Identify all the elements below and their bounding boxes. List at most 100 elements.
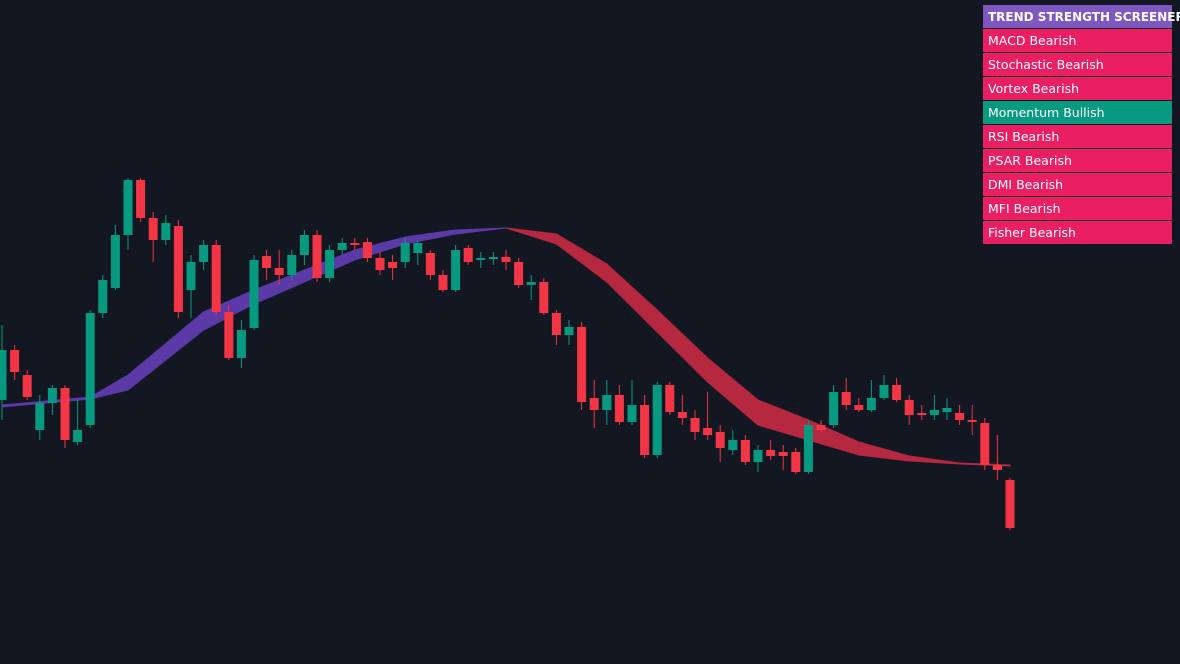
candle-body [274,268,284,275]
candle-body [577,327,587,402]
candle-body [703,428,713,435]
candle-body [677,412,687,418]
screener-row: PSAR Bearish [983,149,1172,173]
ribbon-segment [908,455,961,465]
candle-body [728,440,738,450]
candle-body [10,350,20,372]
screener-row: DMI Bearish [983,173,1172,197]
screener-row: RSI Bearish [983,125,1172,149]
ribbon-segment [757,399,809,441]
ribbon-segment [505,227,557,245]
candle-body [451,250,461,290]
candle-body [501,257,511,262]
candle-body [854,405,864,410]
candle-body [199,245,209,262]
candle-body [224,312,234,358]
candle-body [312,235,322,278]
candle-body [829,392,839,425]
candle-body [488,257,498,259]
candle-body [539,282,549,313]
candle-body [551,313,561,335]
candle-body [526,282,536,285]
candle-body [60,388,70,440]
ribbon-segment [707,356,759,427]
candle-body [690,418,700,432]
candle-body [879,385,889,398]
candle-body [388,262,398,268]
candle-body [992,465,1002,470]
candle-body [866,398,876,410]
candle-body [614,395,624,422]
candle-body [955,413,965,420]
candle-body [148,218,158,240]
candle-body [136,180,146,218]
ribbon-segment [1,396,91,408]
candle-body [778,452,788,456]
candle-body [967,420,977,422]
candle-body [375,258,385,270]
ribbon-segment [127,310,205,392]
candle-body [262,256,272,268]
screener-row: Fisher Bearish [983,221,1172,245]
screener-panel: TREND STRENGTH SCREENER MACD Bearish Stoc… [983,5,1180,245]
candle-body [173,226,183,312]
candle-body [47,388,57,403]
candle-body [362,242,372,258]
screener-row: Stochastic Bearish [983,53,1172,77]
candle-body [841,392,851,405]
screener-row: Momentum Bullish [983,101,1172,125]
candle-body [514,262,524,285]
candle-body [1005,480,1015,528]
candle-body [186,262,196,290]
candle-body [766,450,776,456]
candle-body [123,180,133,235]
candle-body [904,400,914,415]
candle-body [236,330,246,358]
candle-body [350,243,360,245]
screener-title: TREND STRENGTH SCREENER [983,5,1180,29]
candle-body [110,235,120,288]
candle-body [627,405,637,422]
ribbon-segment [656,308,709,384]
candle-body [337,243,347,250]
ribbon-segment [858,441,910,462]
candle-body [980,423,990,465]
candle-body [425,253,435,275]
candle-body [249,260,259,328]
candle-body [917,413,927,415]
ribbon-segment [89,374,129,400]
candle-body [438,275,448,290]
candle-body [803,425,813,472]
candle-body [299,235,309,255]
candle-body [463,248,473,262]
candle-body [715,432,725,448]
candle-body [400,243,410,262]
candle-body [740,440,750,462]
candle-body [816,425,826,430]
candle-body [942,408,952,412]
candle-body [929,410,939,415]
candle-body [161,223,171,240]
ribbon-segment [455,227,507,235]
candle-body [287,255,297,275]
candle-body [85,313,95,425]
candle-body [22,375,32,397]
ribbon-segment [555,233,608,284]
candle-body [73,430,83,442]
candle-body [476,258,486,260]
ribbon-segment [404,229,457,245]
screener-row: MACD Bearish [983,29,1172,53]
ribbon-segment [606,262,658,334]
candle-body [791,452,801,472]
candle-body [98,280,108,313]
candle-body [753,450,763,462]
candle-body [640,405,650,455]
screener-row: MFI Bearish [983,197,1172,221]
candle-body [413,243,423,253]
candle-body [211,245,221,312]
screener-row: Vortex Bearish [983,77,1172,101]
candle-body [589,398,599,410]
candle-body [652,385,662,455]
